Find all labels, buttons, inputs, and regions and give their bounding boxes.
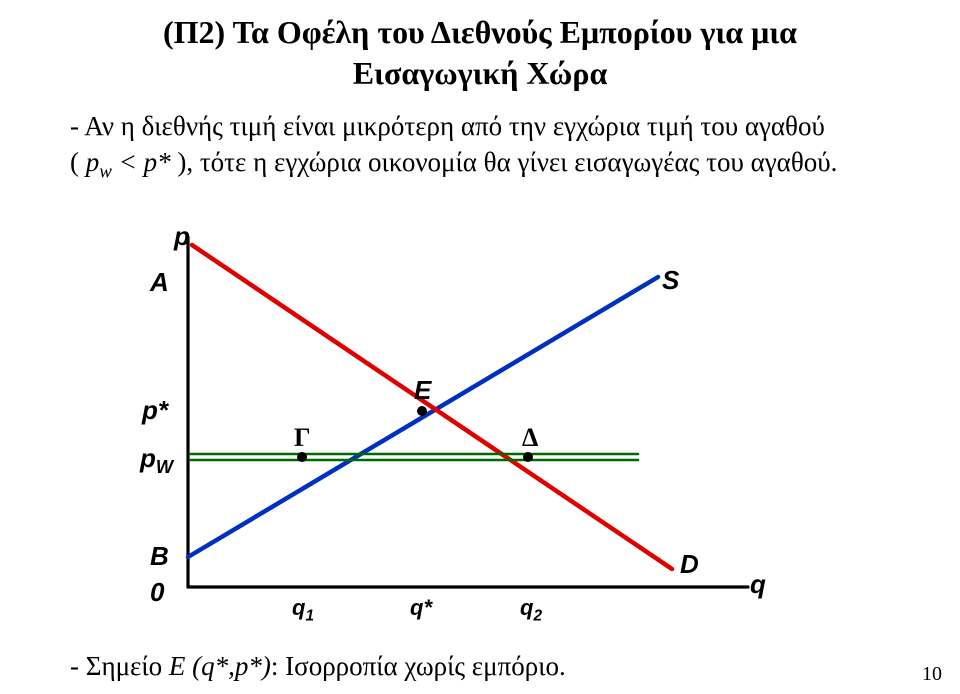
page-title: (Π2) Τα Οφέλη του Διεθνούς Εμπορίου για … — [80, 12, 880, 94]
title-line-1: (Π2) Τα Οφέλη του Διεθνούς Εμπορίου για … — [163, 14, 797, 50]
label-E: E — [414, 375, 431, 406]
label-S: S — [662, 265, 679, 296]
page-number: 10 — [922, 663, 942, 686]
label-Delta: Δ — [522, 423, 538, 453]
label-p-w-text: p — [140, 443, 156, 473]
supply-demand-chart: p Α p* pW B 0 S E Γ Δ D q q1 q* q2 — [130, 225, 810, 625]
label-p: p — [174, 221, 190, 252]
label-q1-text: q — [292, 595, 305, 620]
label-D-end: D — [680, 549, 699, 580]
chart-svg — [130, 225, 810, 625]
bullet-text-1: - Αν η διεθνής τιμή είναι μικρότερη από … — [70, 108, 910, 185]
label-q: q — [750, 569, 766, 600]
label-p-w: pW — [140, 443, 173, 478]
label-p-w-sub: W — [156, 457, 173, 477]
label-Gamma: Γ — [294, 423, 311, 453]
label-q-star: q* — [410, 595, 432, 621]
label-q2-sub: 2 — [533, 607, 542, 624]
bullet-text-2: - Σημείο E (q*,p*): Ισορροπία χωρίς εμπό… — [70, 648, 910, 684]
label-q1: q1 — [292, 595, 314, 625]
label-q1-sub: 1 — [305, 607, 314, 624]
label-A: Α — [150, 267, 169, 298]
label-p-star: p* — [142, 395, 168, 426]
title-line-2: Εισαγωγική Χώρα — [353, 55, 608, 91]
label-zero: 0 — [150, 577, 164, 608]
label-q2: q2 — [520, 595, 542, 625]
label-B: B — [150, 541, 169, 572]
label-q2-text: q — [520, 595, 533, 620]
